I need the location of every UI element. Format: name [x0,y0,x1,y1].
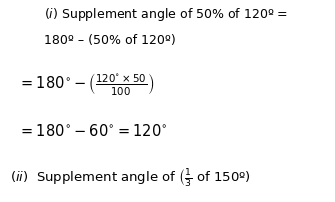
Text: $(ii)$  Supplement angle of $\left(\frac{1}{3}\right.$ of 150º$\left.\right)$: $(ii)$ Supplement angle of $\left(\frac{… [10,167,251,189]
Text: $= 180^{\circ} - \left(\frac{120^{\circ}\times50}{100}\right)$: $= 180^{\circ} - \left(\frac{120^{\circ}… [18,72,154,98]
Text: $= 180^{\circ} - 60^{\circ} = 120^{\circ}$: $= 180^{\circ} - 60^{\circ} = 120^{\circ… [18,123,168,139]
Text: $(i)$ Supplement angle of 50% of 120º =: $(i)$ Supplement angle of 50% of 120º = [44,6,288,23]
Text: 180º – (50% of 120º): 180º – (50% of 120º) [44,34,175,47]
